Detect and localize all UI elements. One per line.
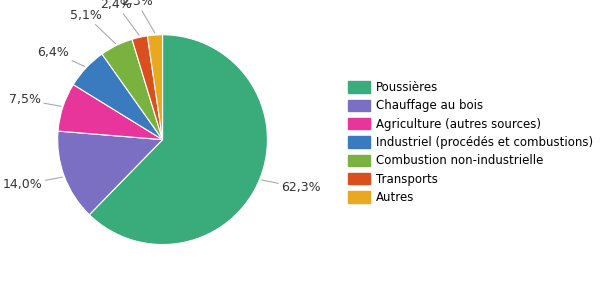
Text: 7,5%: 7,5% <box>9 93 61 106</box>
Wedge shape <box>89 35 267 245</box>
Wedge shape <box>58 85 163 140</box>
Legend: Poussières, Chauffage au bois, Agriculture (autres sources), Industriel (procédé: Poussières, Chauffage au bois, Agricultu… <box>345 78 596 207</box>
Wedge shape <box>58 131 163 215</box>
Wedge shape <box>102 39 163 140</box>
Text: 5,1%: 5,1% <box>70 9 116 44</box>
Text: 14,0%: 14,0% <box>3 177 63 191</box>
Text: 6,4%: 6,4% <box>37 46 84 66</box>
Text: 62,3%: 62,3% <box>262 180 321 194</box>
Text: 2,3%: 2,3% <box>121 0 155 33</box>
Wedge shape <box>132 36 163 140</box>
Text: 2,4%: 2,4% <box>101 0 139 35</box>
Wedge shape <box>147 35 163 140</box>
Wedge shape <box>73 54 163 140</box>
